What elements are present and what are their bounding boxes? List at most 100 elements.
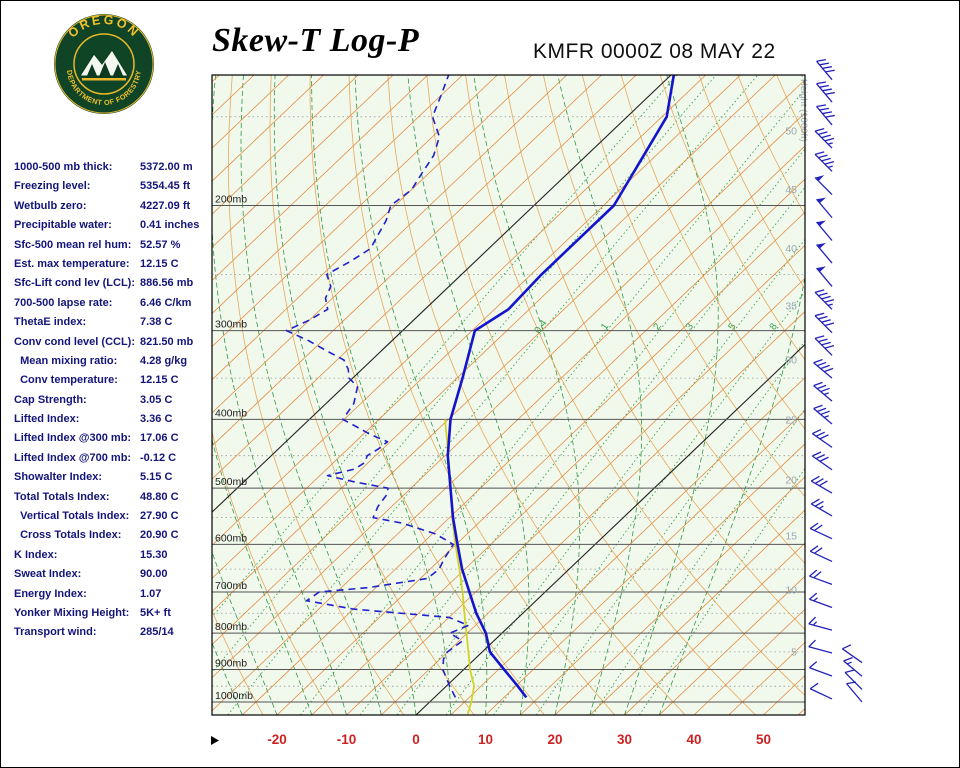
- stat-row: K Index: 15.30: [14, 549, 212, 568]
- stat-row: Vertical Totals Index: 27.90 C: [14, 510, 212, 529]
- height-label: 35: [785, 300, 797, 312]
- pressure-label: 1000mb: [215, 690, 253, 702]
- stat-value: 27.90 C: [140, 510, 179, 523]
- height-label: 5: [791, 646, 797, 658]
- stat-label: Lifted Index:: [14, 413, 80, 426]
- trees-icon: [86, 62, 124, 79]
- stat-value: 12.15 C: [140, 257, 179, 270]
- stat-value: 6.46 C/km: [140, 296, 192, 309]
- stat-row: Precipitable water: 0.41 inches: [14, 219, 212, 238]
- stat-row: 700-500 lapse rate: 6.46 C/km: [14, 297, 212, 316]
- logo-outer-ring: [54, 14, 154, 114]
- sounding: [285, 75, 676, 715]
- stat-row: Showalter Index: 5.15 C: [14, 471, 212, 490]
- temperature-line: [446, 75, 676, 699]
- stat-value: 3.36 C: [140, 413, 173, 426]
- stat-label: Freezing level:: [14, 180, 91, 193]
- page-title: Skew-T Log-P: [212, 22, 420, 59]
- dry-adiabats: [212, 75, 805, 715]
- stat-row: Sfc-Lift cond lev (LCL): 886.56 mb: [14, 277, 212, 296]
- pressure-label: 600mb: [215, 532, 247, 544]
- axis-arrow: [211, 736, 219, 745]
- stat-row: Conv cond level (CCL): 821.50 mb: [14, 336, 212, 355]
- pressure-label: 700mb: [215, 580, 247, 592]
- stat-value: 90.00: [140, 568, 168, 581]
- stat-value: 7.38 C: [140, 316, 173, 329]
- wind-barb-column: [808, 58, 835, 700]
- stat-label: Vertical Totals Index:: [14, 510, 130, 523]
- stat-row: Conv temperature: 12.15 C: [14, 374, 212, 393]
- logo-ground-band: [82, 78, 126, 81]
- stat-row: Lifted Index @700 mb: -0.12 C: [14, 452, 212, 471]
- stat-label: ThetaE index:: [14, 316, 87, 329]
- pressure-label: 200mb: [215, 194, 247, 206]
- stat-value: -0.12 C: [140, 451, 177, 464]
- stat-label: Showalter Index:: [14, 471, 103, 484]
- stat-row: Freezing level: 5354.45 ft: [14, 180, 212, 199]
- temp-tick-label: 0: [412, 732, 420, 747]
- stat-row: Cap Strength: 3.05 C: [14, 394, 212, 413]
- pressure-label: 900mb: [215, 658, 247, 670]
- stat-label: Precipitable water:: [14, 219, 112, 232]
- stat-label: Mean mixing ratio:: [14, 354, 118, 367]
- height-label: 25: [785, 415, 797, 427]
- pressure-label: 500mb: [215, 476, 247, 488]
- stats-panel: 1000-500 mb thick: 5372.00 m Freezing le…: [14, 161, 212, 646]
- stat-value: 48.80 C: [140, 490, 179, 503]
- stat-row: Mean mixing ratio: 4.28 g/kg: [14, 355, 212, 374]
- height-label: 10: [785, 585, 797, 597]
- stat-label: Conv cond level (CCL):: [14, 335, 136, 348]
- stat-row: Energy Index: 1.07: [14, 588, 212, 607]
- temp-tick-label: 10: [478, 732, 493, 747]
- temp-tick-label: 20: [547, 732, 562, 747]
- height-axis-title: Height (1000ft): [798, 79, 809, 142]
- stat-label: 700-500 lapse rate:: [14, 296, 113, 309]
- stat-row: Est. max temperature: 12.15 C: [14, 258, 212, 277]
- temp-tick-label: 30: [617, 732, 632, 747]
- odf-logo-seal: OREGON DEPARTMENT OF FORESTRY: [54, 13, 154, 114]
- stat-row: Cross Totals Index: 20.90 C: [14, 529, 212, 548]
- mixing-ratio-labels: 0.4 1 2 3 5 8: [533, 318, 781, 336]
- stat-row: Sfc-500 mean rel hum: 52.57 %: [14, 239, 212, 258]
- dewpoint-line: [285, 75, 470, 698]
- mixing-ratio-lines: [212, 75, 805, 715]
- stat-label: Est. max temperature:: [14, 257, 130, 270]
- height-label: 20: [785, 475, 797, 487]
- stat-value: 0.41 inches: [140, 219, 200, 232]
- isotherms: [212, 75, 805, 715]
- stat-row: 1000-500 mb thick: 5372.00 m: [14, 161, 212, 180]
- mixing-ratio-label: 8: [768, 321, 780, 332]
- stat-label: Transport wind:: [14, 626, 97, 639]
- stat-label: Lifted Index @300 mb:: [14, 432, 132, 445]
- stat-label: Energy Index:: [14, 587, 87, 600]
- stat-label: Sfc-Lift cond lev (LCL):: [14, 277, 135, 290]
- stat-value: 5354.45 ft: [140, 180, 191, 193]
- stat-row: ThetaE index: 7.38 C: [14, 316, 212, 335]
- temp-axis: -20 -10 0 10 20 30 40 50: [211, 732, 771, 747]
- mixing-ratio-label: 5: [726, 321, 738, 332]
- temp-tick-label: -20: [267, 732, 287, 747]
- odf-logo: OREGON DEPARTMENT OF FORESTRY: [52, 12, 156, 116]
- stat-value: 5K+ ft: [140, 606, 171, 619]
- stat-label: Sfc-500 mean rel hum:: [14, 238, 132, 251]
- stat-value: 886.56 mb: [140, 277, 194, 290]
- stat-label: Cross Totals Index:: [14, 529, 122, 542]
- height-label: 45: [785, 184, 797, 196]
- stat-label: Conv temperature:: [14, 374, 118, 387]
- stat-row: Transport wind: 285/14: [14, 626, 212, 645]
- stat-label: Yonker Mixing Height:: [14, 606, 130, 619]
- mixing-ratio-label: 1: [599, 321, 611, 332]
- stat-value: 5.15 C: [140, 471, 173, 484]
- stat-row: Sweat Index: 90.00: [14, 568, 212, 587]
- stat-row: Lifted Index: 3.36 C: [14, 413, 212, 432]
- stat-row: Lifted Index @300 mb: 17.06 C: [14, 432, 212, 451]
- stat-label: Wetbulb zero:: [14, 199, 87, 212]
- temp-tick-label: -10: [337, 732, 357, 747]
- temp-tick-label: 50: [756, 732, 771, 747]
- stat-value: 20.90 C: [140, 529, 179, 542]
- stat-value: 3.05 C: [140, 393, 173, 406]
- stat-value: 52.57 %: [140, 238, 181, 251]
- stat-label: K Index:: [14, 548, 58, 561]
- stat-value: 12.15 C: [140, 374, 179, 387]
